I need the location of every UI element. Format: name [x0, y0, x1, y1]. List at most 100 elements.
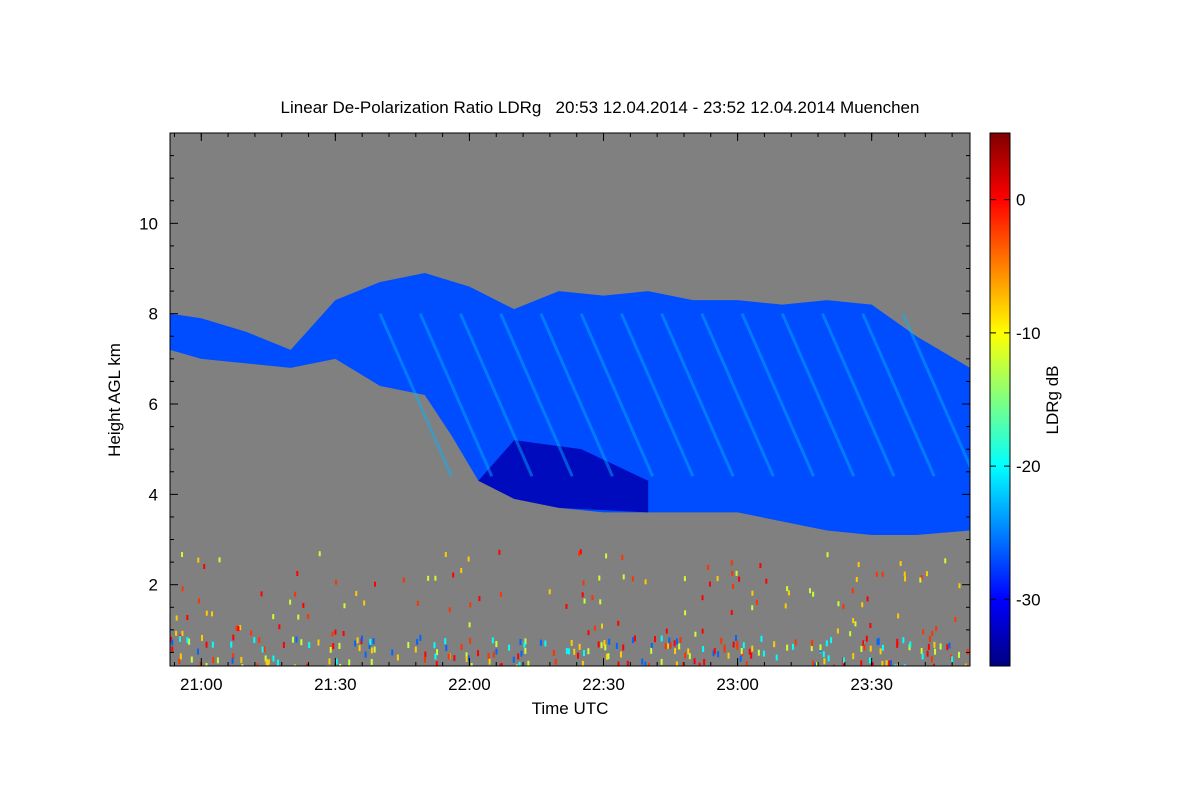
noise-pixel [660, 635, 663, 642]
y-tick-label: 10 [139, 214, 158, 233]
noise-pixel [419, 634, 422, 641]
noise-pixel [755, 599, 758, 605]
x-tick-label: 21:00 [180, 675, 223, 694]
noise-pixel [593, 625, 596, 631]
noise-pixel [416, 638, 419, 645]
noise-pixel [200, 634, 203, 641]
noise-pixel [713, 648, 716, 655]
chart-subtitle: 20:53 12.04.2014 - 23:52 12.04.2014 Muen… [555, 98, 920, 117]
noise-pixel [693, 658, 696, 665]
noise-pixel [698, 662, 701, 666]
fall-streak [620, 313, 695, 477]
noise-pixel [264, 655, 267, 662]
noise-pixel [544, 640, 547, 647]
noise-pixel [232, 634, 235, 641]
noise-pixel [434, 653, 437, 660]
noise-pixel [601, 623, 604, 629]
noise-pixel [745, 661, 748, 666]
fall-streak [418, 313, 494, 477]
noise-pixel [812, 660, 815, 666]
noise-pixel [702, 645, 705, 652]
noise-pixel [954, 616, 957, 622]
fall-streak [378, 313, 453, 477]
noise-pixel [235, 625, 238, 631]
noise-pixel [171, 639, 174, 646]
noise-pixel [334, 629, 337, 635]
noise-pixel [335, 658, 338, 665]
noise-pixel [434, 575, 437, 581]
noise-pixel [717, 651, 720, 658]
noise-pixel [598, 575, 601, 581]
noise-pixel [957, 651, 960, 658]
noise-pixel [212, 656, 215, 663]
noise-pixel [190, 656, 193, 663]
noise-pixel [605, 653, 608, 660]
noise-pixel [736, 640, 739, 647]
noise-pixel [932, 663, 935, 666]
chart-title: Linear De-Polarization Ratio LDRg 20:53 … [280, 98, 920, 117]
noise-pixel [723, 646, 726, 653]
noise-pixel [297, 614, 300, 620]
noise-pixel [742, 642, 745, 649]
noise-pixel [812, 591, 815, 597]
x-tick-label: 22:00 [448, 675, 491, 694]
noise-pixel [374, 581, 377, 587]
noise-pixel [851, 588, 854, 594]
noise-pixel [619, 651, 622, 658]
noise-pixel [460, 567, 463, 573]
noise-pixel [179, 635, 182, 642]
noise-pixel [237, 626, 240, 632]
noise-pixel [205, 641, 208, 648]
noise-pixel [958, 583, 961, 589]
noise-pixel [794, 639, 797, 646]
noise-pixel [765, 578, 768, 584]
noise-pixel [361, 635, 364, 642]
noise-pixel [289, 599, 292, 605]
cloud-core [478, 440, 649, 513]
noise-pixel [687, 648, 690, 655]
noise-pixel [888, 660, 891, 666]
noise-pixel [218, 557, 221, 563]
noise-pixel [276, 659, 279, 666]
noise-pixel [423, 656, 426, 663]
noise-pixel [701, 595, 704, 601]
noise-pixel [675, 661, 678, 666]
noise-pixel [599, 599, 602, 605]
colorbar-tick-label: -30 [1016, 590, 1041, 609]
noise-pixel [363, 600, 366, 606]
noise-pixel [871, 662, 874, 666]
noise-pixel [435, 661, 438, 666]
noise-pixel [665, 628, 668, 634]
fall-streak [740, 313, 815, 477]
noise-pixel [260, 591, 263, 597]
noise-pixel [732, 583, 735, 589]
noise-pixel [421, 665, 424, 666]
noise-pixel [205, 663, 208, 666]
noise-pixel [641, 658, 644, 665]
noise-pixel [216, 657, 219, 664]
noise-pixel [787, 590, 790, 596]
noise-pixel [577, 652, 580, 659]
noise-pixel [732, 641, 735, 648]
noise-pixel [495, 648, 498, 655]
noise-pixel [644, 579, 647, 585]
noise-pixel [517, 653, 520, 660]
noise-pixel [760, 635, 763, 642]
noise-pixel [523, 641, 526, 648]
noise-pixel [633, 635, 636, 642]
noise-pixel [759, 563, 762, 569]
noise-pixel [644, 661, 647, 666]
noise-pixel [433, 642, 436, 649]
fall-streak [539, 313, 614, 477]
noise-pixel [597, 641, 600, 648]
noise-pixel [261, 646, 264, 653]
noise-pixel [452, 572, 455, 578]
noise-pixel [542, 665, 545, 666]
noise-pixel [740, 648, 743, 655]
noise-pixel [581, 660, 584, 666]
noise-pixel [582, 650, 585, 657]
noise-pixel [650, 643, 653, 650]
noise-pixel [467, 556, 470, 562]
noise-pixel [966, 648, 969, 655]
noise-pixel [293, 664, 296, 666]
